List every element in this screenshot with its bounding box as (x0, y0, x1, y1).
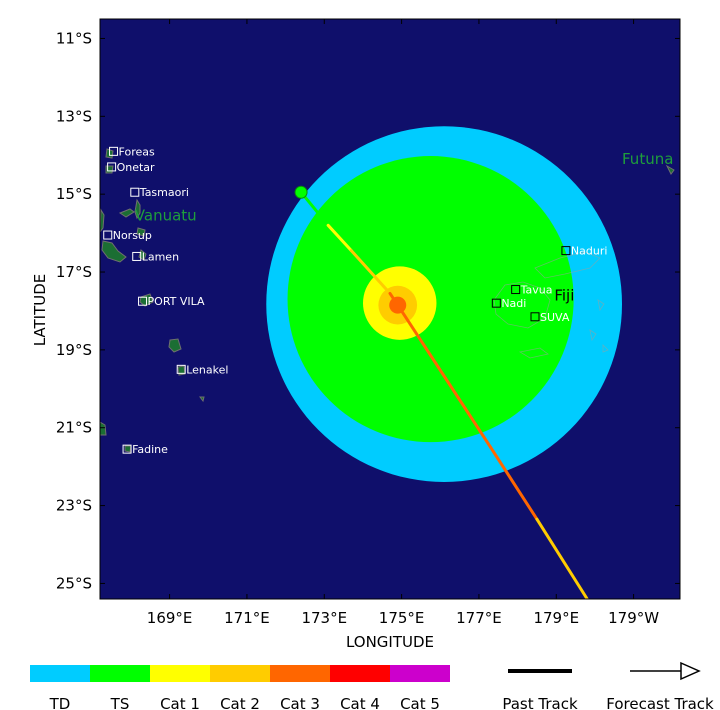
island-pentecost (134, 198, 141, 220)
place-marker (491, 298, 501, 308)
x-tick-label: 179°W (608, 609, 659, 627)
place-label: Nadi (501, 297, 526, 310)
place-markers: Foreas Onetar Tasmaori Norsup Lamen PORT VILA… (103, 145, 608, 456)
track-segment (535, 517, 589, 599)
island-banks-2 (105, 165, 114, 174)
place-label: Fadine (132, 443, 168, 456)
place-marker (561, 246, 571, 256)
y-tick-label: 13°S (56, 107, 92, 125)
place-label: Tasmaori (139, 186, 189, 199)
legend-category-label: Cat 3 (280, 695, 320, 710)
place-label: Tavua (520, 284, 553, 297)
x-tick-label: 177°E (456, 609, 502, 627)
legend-category-label: Cat 2 (220, 695, 260, 710)
legend-swatch (390, 665, 450, 682)
place-marker (109, 146, 119, 156)
place-label: SUVA (540, 311, 570, 324)
island-lau-1 (597, 299, 605, 312)
track-segment (349, 249, 392, 295)
place-label: Norsup (113, 229, 152, 242)
track-segment (489, 445, 539, 521)
island-vanua-levu (534, 251, 601, 279)
place-label: Naduri (571, 245, 608, 258)
island-viti-levu (493, 281, 551, 329)
y-tick-label: 21°S (56, 419, 92, 437)
track-segment (400, 309, 493, 449)
legend-category-label: Cat 4 (340, 695, 380, 710)
island-kadavu (518, 347, 549, 359)
legend-category-label: Cat 5 (400, 695, 440, 710)
axis-ticks: 169°E 171°E 173°E 175°E 177°E 179°E 179°W 11°S 1… (56, 19, 680, 627)
place-marker (138, 296, 148, 306)
y-tick-label: 11°S (56, 29, 92, 47)
island-south-1 (124, 445, 132, 453)
forecast-track-legend-label: Forecast Track (606, 695, 714, 710)
island-ambae (118, 208, 135, 218)
island-erromango (168, 338, 182, 353)
region-label: Vanuatu (135, 207, 197, 225)
place-label: PORT VILA (148, 295, 206, 308)
plot-frame (99, 18, 681, 600)
place-marker (176, 364, 186, 374)
region-label: Futuna (622, 150, 673, 168)
island-tanna (177, 365, 186, 376)
track-segment (299, 190, 330, 227)
place-marker (130, 187, 140, 197)
legend-category-label: TD (49, 695, 71, 710)
place-marker (103, 230, 113, 240)
place-marker (107, 162, 117, 172)
fiji-islands (493, 251, 609, 359)
y-axis-title: LATITUDE (31, 274, 49, 347)
y-tick-label: 23°S (56, 497, 92, 515)
y-tick-label: 17°S (56, 263, 92, 281)
legend-swatch (270, 665, 330, 682)
track-start-point (294, 185, 308, 199)
place-marker (122, 444, 132, 454)
past-track-legend-label: Past Track (502, 695, 578, 710)
y-tick-label: 25°S (56, 574, 92, 592)
legend: TD TS Cat 1 Cat 2 Cat 3 Cat 4 Cat 5 (30, 665, 450, 710)
wind-radii (266, 126, 622, 482)
x-axis-title: LONGITUDE (346, 633, 434, 651)
track-segment (388, 291, 404, 313)
island-lau-3 (602, 344, 609, 353)
place-label: Lenakel (186, 363, 228, 376)
legend-swatch (210, 665, 270, 682)
region-label: Fiji (554, 286, 574, 304)
island-malekula (101, 240, 127, 263)
x-tick-label: 169°E (147, 609, 193, 627)
legend-category-label: TS (110, 695, 130, 710)
legend-category-label: Cat 1 (160, 695, 200, 710)
place-label: Foreas (119, 145, 155, 158)
storm-track (294, 185, 589, 599)
legend-swatch (150, 665, 210, 682)
island-futuna (665, 164, 675, 175)
y-tick-label: 15°S (56, 185, 92, 203)
island-lau-2 (589, 329, 597, 342)
place-marker (511, 285, 521, 295)
x-tick-label: 175°E (379, 609, 425, 627)
x-tick-label: 171°E (224, 609, 270, 627)
legend-swatch (330, 665, 390, 682)
place-label: Onetar (117, 161, 155, 174)
place-marker (132, 251, 142, 261)
forecast-track-legend-arrow (630, 661, 701, 681)
island-aneityum (199, 396, 205, 403)
x-tick-label: 179°E (533, 609, 579, 627)
place-marker (530, 312, 540, 322)
region-labels: Vanuatu Fiji Futuna (135, 150, 674, 304)
track-segment (326, 223, 353, 253)
island-new-caledonia-tip (100, 421, 107, 436)
place-label: Lamen (142, 250, 179, 263)
y-tick-label: 19°S (56, 341, 92, 359)
island-ambrym (136, 227, 146, 237)
x-tick-label: 173°E (301, 609, 347, 627)
legend-swatch (90, 665, 150, 682)
legend-swatch (30, 665, 90, 682)
